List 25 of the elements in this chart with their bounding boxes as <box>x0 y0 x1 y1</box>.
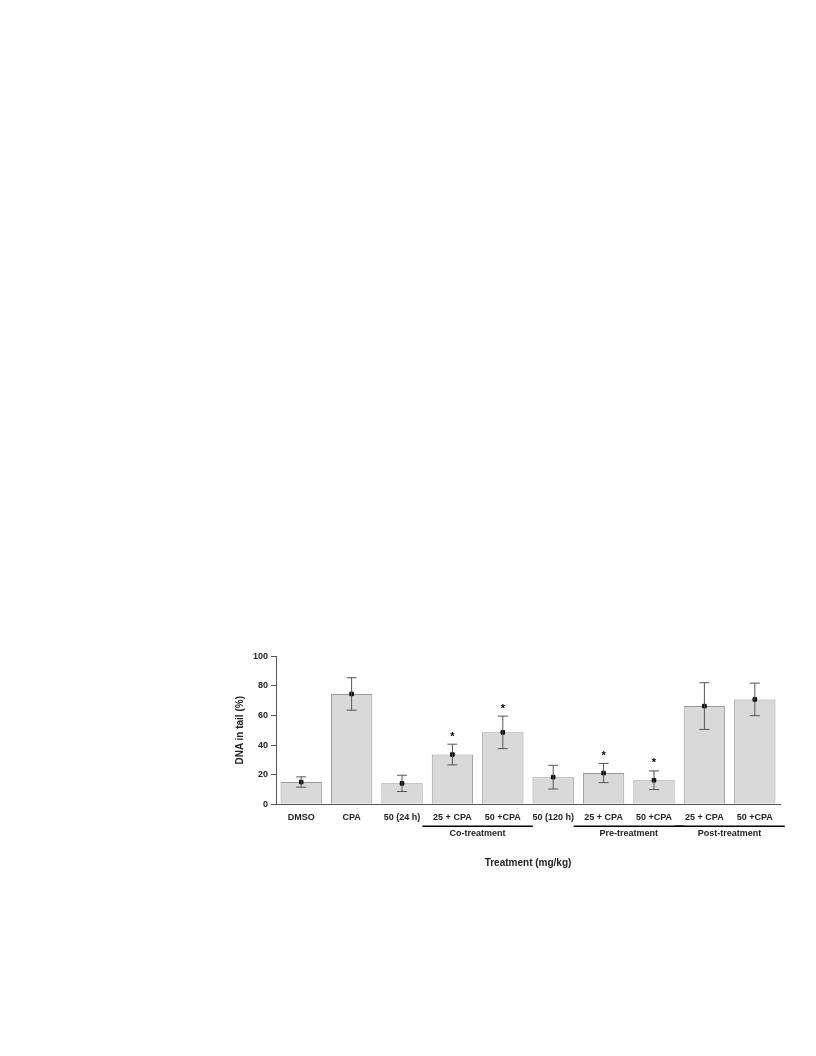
x-tick-label: 25 + CPA <box>685 812 725 823</box>
x-tick-label: DMSO <box>287 812 315 823</box>
data-label: * <box>601 748 607 761</box>
text: Post-treatment <box>697 828 762 839</box>
y-tick-label: 40 <box>258 739 269 750</box>
y-axis-title: DNA in tail (%) <box>233 696 245 765</box>
data-label: * <box>500 701 506 714</box>
y-tick-label: 100 <box>252 650 269 661</box>
y-tick-label: 80 <box>258 680 269 691</box>
x-tick-label: CPA <box>342 812 362 823</box>
x-tick-label: 50 +CPA <box>635 812 673 823</box>
x-tick-label: 25 + CPA <box>584 812 624 823</box>
text: Co-treatment <box>449 828 506 839</box>
text: Pre-treatment <box>599 828 659 839</box>
x-tick-label: 50 (24 h) <box>383 812 421 823</box>
x-tick-label: 50 (120 h) <box>532 812 574 823</box>
x-tick-label: 25 + CPA <box>433 812 473 823</box>
data-label: * <box>651 756 657 769</box>
x-tick-label: 50 +CPA <box>736 812 774 823</box>
data-label: * <box>450 729 456 742</box>
y-tick-label: 60 <box>258 710 269 720</box>
x-axis-title: Treatment (mg/kg) <box>484 856 572 868</box>
y-tick-label: 0 <box>263 798 269 809</box>
y-tick-label: 20 <box>258 769 269 780</box>
x-tick-label: 50 +CPA <box>484 812 522 823</box>
